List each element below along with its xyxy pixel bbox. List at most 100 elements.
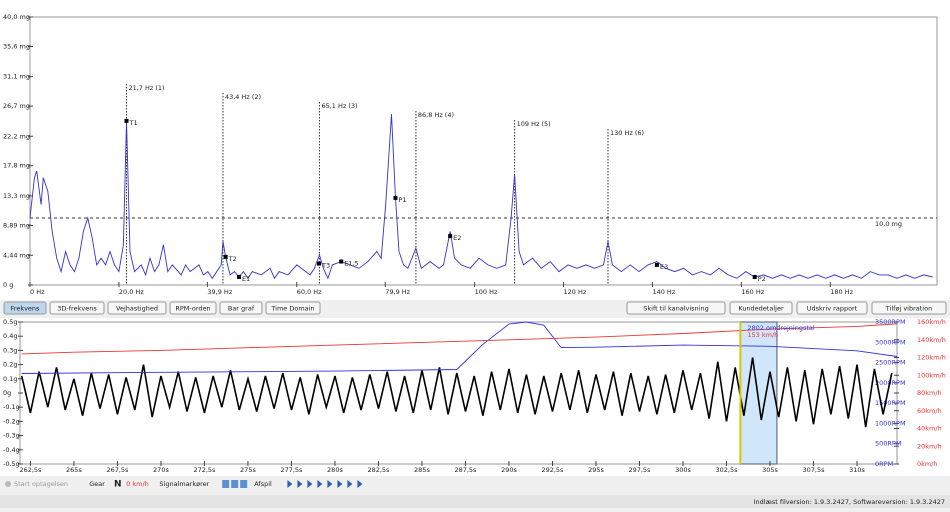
marker-label: T3 (321, 262, 330, 270)
record-icon[interactable] (5, 481, 11, 487)
y-tick-label: 0g (3, 389, 11, 397)
y-tick-label: 0.5g (3, 318, 17, 326)
y2-tick-label: 1500RPM (875, 399, 906, 407)
x-tick-label: 262,5s (19, 466, 42, 474)
toolbar-button[interactable] (796, 301, 868, 315)
harmonic-label: 109 Hz (5) (517, 120, 551, 128)
series-line (29, 114, 933, 280)
toolbar-button-label[interactable]: RPM-orden (175, 305, 210, 313)
x-tick-label: 285s (414, 466, 430, 474)
marker-label: T2 (228, 255, 237, 263)
y-tick-label: 40,0 mg (3, 13, 30, 21)
y-tick-label: 0 g (3, 281, 13, 289)
playback-button[interactable] (297, 480, 303, 488)
x-tick-label: 292,5s (541, 466, 564, 474)
x-tick-label: 140 Hz (652, 288, 675, 296)
y2-tick-label: 1000RPM (875, 419, 906, 427)
y2-tick-label: 3000RPM (875, 338, 906, 346)
x-tick-label: 39,9 Hz (207, 288, 232, 296)
series-line (21, 323, 898, 355)
toolbar-button[interactable] (265, 301, 321, 315)
x-tick-label: 100 Hz (475, 288, 498, 296)
marker (236, 274, 241, 279)
toolbar-button-label[interactable]: Udskriv rapport (807, 305, 858, 313)
toolbar-button-label[interactable]: Tilføj vibration (885, 305, 932, 313)
marker (124, 118, 129, 123)
marker-label: P2 (758, 275, 766, 283)
cursor-label: 153 km/h (747, 331, 778, 339)
y-tick-label: -0.5g (3, 460, 20, 468)
y2-tick-label: 0RPM (875, 460, 893, 468)
x-tick-label: 287,5s (454, 466, 477, 474)
toolbar-button-label[interactable]: Frekvens (11, 305, 41, 313)
spectrum-frame (29, 16, 938, 286)
marker (316, 261, 321, 266)
y-tick-label: 31,1 mg (3, 73, 30, 81)
y2-tick-label: 3500RPM (875, 318, 906, 326)
control-signal: Signalmarkører (159, 480, 209, 488)
control-gear: N (114, 480, 122, 490)
toolbar-button-label[interactable]: Time Domain (270, 305, 314, 313)
y3-tick-label: 60km/h (917, 407, 942, 415)
y-tick-label: 35,6 mg (3, 42, 30, 50)
y-tick-label: 0.3g (3, 346, 17, 354)
y-tick-label: 4,44 mg (3, 251, 30, 259)
toolbar-button[interactable] (729, 301, 793, 315)
playback-button[interactable] (307, 480, 313, 488)
time-bg (0, 318, 950, 476)
marker (393, 195, 398, 200)
toolbar-button-label[interactable]: Kundedetaljer (738, 305, 784, 313)
harmonic-label: 21,7 Hz (1) (128, 84, 164, 92)
signal-button[interactable] (231, 480, 239, 488)
y-tick-label: 0.2g (3, 361, 17, 369)
harmonic-label: 86,8 Hz (4) (418, 111, 454, 119)
toolbar-button-label[interactable]: Skift til kanalvisning (643, 305, 708, 313)
toolbar-button-label[interactable]: 3D-frekvens (57, 305, 97, 313)
x-tick-label: 272,5s (193, 466, 216, 474)
playback-button[interactable] (357, 480, 363, 488)
status-text: Indlæst filversion: 1.9.3.2427, Software… (754, 498, 945, 506)
playback-button[interactable] (327, 480, 333, 488)
playback-button[interactable] (287, 480, 293, 488)
selection-region (739, 321, 778, 465)
y-tick-label: 22,2 mg (3, 132, 30, 140)
x-tick-label: 265s (66, 466, 82, 474)
y-tick-label: 13,3 mg (3, 192, 30, 200)
x-tick-label: 282,5s (367, 466, 390, 474)
playback-button[interactable] (317, 480, 323, 488)
series-line (20, 357, 893, 428)
playback-button[interactable] (337, 480, 343, 488)
x-tick-label: 160 Hz (741, 288, 764, 296)
cursor-label: 2802 omdrejningstal (747, 324, 814, 332)
harmonic-label: 130 Hz (6) (610, 129, 644, 137)
y3-tick-label: 140km/h (917, 336, 946, 344)
toolbar-button[interactable] (219, 301, 263, 315)
toolbar-button[interactable] (49, 301, 105, 315)
status-bar (0, 495, 950, 508)
x-tick-label: 270s (153, 466, 169, 474)
x-tick-label: 295s (588, 466, 604, 474)
toolbar-button[interactable] (626, 301, 726, 315)
toolbar-button-label[interactable]: Vejhastighed (116, 305, 158, 313)
control-record[interactable]: Start optagelsen (14, 480, 68, 488)
harmonic-label: 43,4 Hz (2) (225, 93, 261, 101)
control-gear-label: Gear (89, 480, 105, 488)
playback-button[interactable] (347, 480, 353, 488)
marker (654, 262, 659, 267)
marker-label: E1 (242, 275, 250, 283)
signal-button[interactable] (222, 480, 230, 488)
toolbar-button[interactable] (3, 301, 47, 315)
toolbar-button-label[interactable]: Bar graf (228, 305, 255, 313)
x-tick-label: 180 Hz (830, 288, 853, 296)
toolbar-button[interactable] (107, 301, 167, 315)
toolbar-button[interactable] (169, 301, 217, 315)
x-tick-label: 267,5s (106, 466, 129, 474)
signal-button[interactable] (240, 480, 248, 488)
x-tick-label: 60,0 Hz (297, 288, 322, 296)
y-tick-label: -0.2g (3, 417, 20, 425)
toolbar-button[interactable] (871, 301, 947, 315)
y3-tick-label: 80km/h (917, 389, 942, 397)
control-play[interactable]: Afspil (254, 480, 272, 488)
